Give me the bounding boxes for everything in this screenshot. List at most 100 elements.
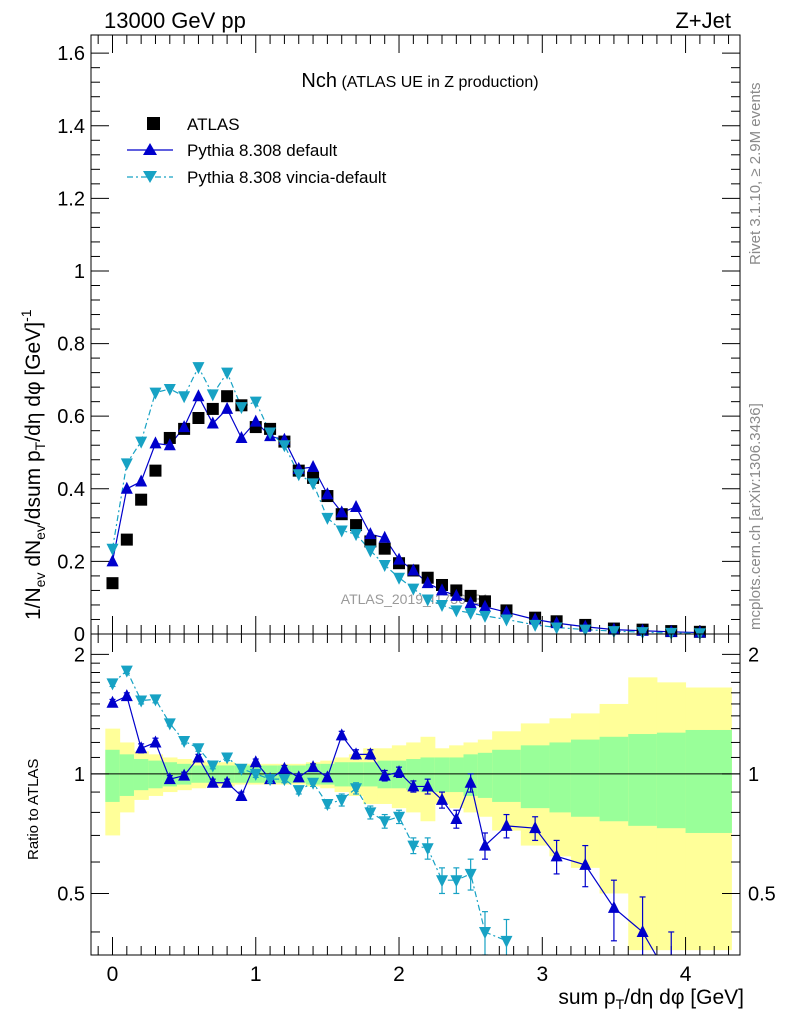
vincia-ratio-point	[163, 718, 176, 731]
vincia-point	[278, 440, 291, 453]
vincia-point	[206, 389, 219, 402]
ratio-band-inner	[434, 757, 450, 793]
vincia-ratio-point	[249, 768, 262, 781]
vincia-point	[464, 607, 477, 620]
main-ytick-label: 0.6	[57, 406, 85, 428]
ratio-ytick-label-right: 0.5	[748, 883, 776, 905]
default-ratio-point	[307, 760, 320, 773]
legend-marker-vincia	[143, 171, 157, 183]
default-ratio-point	[149, 735, 162, 748]
legend-label-default: Pythia 8.308 default	[187, 141, 338, 160]
ratio-ytick-label: 0.5	[57, 883, 85, 905]
main-title: Nch (ATLAS UE in Z production)	[301, 70, 538, 92]
vincia-point	[421, 594, 434, 607]
mcplots-label: mcplots.cern.ch [arXiv:1306.3436]	[747, 403, 764, 630]
vincia-point	[579, 624, 592, 637]
ratio-band-inner	[420, 757, 436, 793]
default-ratio-point	[393, 765, 406, 778]
default-ratio-point	[500, 818, 513, 831]
vincia-point	[529, 619, 542, 632]
vincia-point	[307, 478, 320, 491]
vincia-ratio-point	[120, 665, 133, 678]
default-ratio-point	[665, 975, 677, 987]
vincia-ratio-point	[221, 752, 234, 765]
ratio-xtick-label: 3	[536, 963, 548, 986]
default-ratio-point	[364, 747, 377, 760]
main-ytick-label: 0	[74, 624, 85, 646]
atlas-point	[120, 533, 133, 546]
header-process: Z+Jet	[675, 8, 731, 33]
default-point	[135, 474, 148, 487]
vincia-ratio-line	[112, 669, 507, 942]
vincia-point	[607, 626, 620, 639]
ratio-band-inner	[549, 742, 572, 813]
vincia-ratio-point	[393, 811, 406, 824]
atlas-point	[350, 519, 363, 532]
ratio-band-inner	[449, 757, 464, 793]
atlas-point	[206, 402, 219, 415]
vincia-ratio-point	[235, 763, 248, 776]
default-point	[178, 420, 191, 433]
ratio-xtick-label: 1	[250, 963, 262, 986]
vincia-ratio-point	[321, 798, 334, 811]
vincia-point	[407, 583, 420, 596]
ratio-panel: 0.5 0.5 1 1 2 2 0 1 2 3 4	[57, 633, 776, 987]
default-ratio-point	[350, 747, 363, 760]
ratio-ylabel: Ratio to ATLAS	[25, 759, 42, 860]
vincia-point	[292, 469, 305, 482]
legend-label-vincia: Pythia 8.308 vincia-default	[187, 168, 387, 187]
default-ratio-point	[407, 779, 420, 792]
ratio-band-inner	[628, 734, 658, 826]
vincia-point	[478, 610, 491, 623]
vincia-ratio-point	[478, 926, 491, 939]
ratio-band-inner	[492, 749, 522, 802]
vincia-ratio-point	[464, 868, 477, 881]
vincia-ratio-point	[278, 774, 291, 787]
atlas-point	[163, 431, 176, 444]
vincia-point	[264, 427, 277, 440]
default-point	[192, 389, 205, 402]
default-ratio-point	[378, 768, 391, 781]
vincia-point	[550, 622, 563, 635]
ratio-band-inner	[520, 745, 550, 809]
default-point	[307, 460, 320, 473]
legend-label-atlas: ATLAS	[187, 115, 240, 134]
ratio-frame	[90, 633, 741, 956]
default-point	[106, 554, 119, 567]
vincia-ratio-group	[106, 665, 513, 955]
default-point	[350, 499, 363, 512]
vincia-ratio-point	[135, 695, 148, 708]
default-point	[464, 596, 477, 609]
default-point	[335, 505, 348, 518]
default-ratio-point	[450, 811, 463, 824]
ratio-ytick-label: 2	[74, 644, 85, 666]
default-ratio-point	[636, 924, 649, 937]
main-panel: Nch (ATLAS UE in Z production) ATLAS_201…	[57, 34, 741, 646]
vincia-ratio-point	[364, 807, 377, 820]
default-ratio-point	[529, 821, 542, 834]
x-axis-label: sum pT/dη dφ [GeV]	[558, 986, 744, 1012]
default-ratio-point	[249, 755, 262, 768]
default-point	[393, 552, 406, 565]
vincia-ratio-point	[307, 777, 320, 790]
main-ytick-label: 1.2	[57, 188, 85, 210]
ratio-xtick-label: 4	[680, 963, 692, 986]
vincia-ratio-point	[421, 843, 434, 856]
vincia-ratio-point	[500, 935, 513, 948]
vincia-point	[135, 436, 148, 449]
atlas-point	[192, 411, 205, 424]
vincia-point	[221, 367, 234, 380]
vincia-point	[163, 383, 176, 396]
default-point	[364, 527, 377, 540]
default-point	[321, 487, 334, 500]
default-ratio-point	[206, 775, 219, 788]
ratio-xtick-label: 2	[393, 963, 405, 986]
default-point	[500, 605, 513, 618]
main-ylabel: 1/Nev dNev/dsum pT/dη dφ [GeV]-1	[18, 309, 48, 620]
default-ratio-point	[436, 792, 449, 805]
vincia-ratio-point	[436, 875, 449, 888]
vincia-ratio-point	[292, 785, 305, 798]
ratio-band-inner	[656, 732, 687, 829]
vincia-point	[235, 402, 248, 415]
default-ratio-point	[607, 900, 620, 913]
